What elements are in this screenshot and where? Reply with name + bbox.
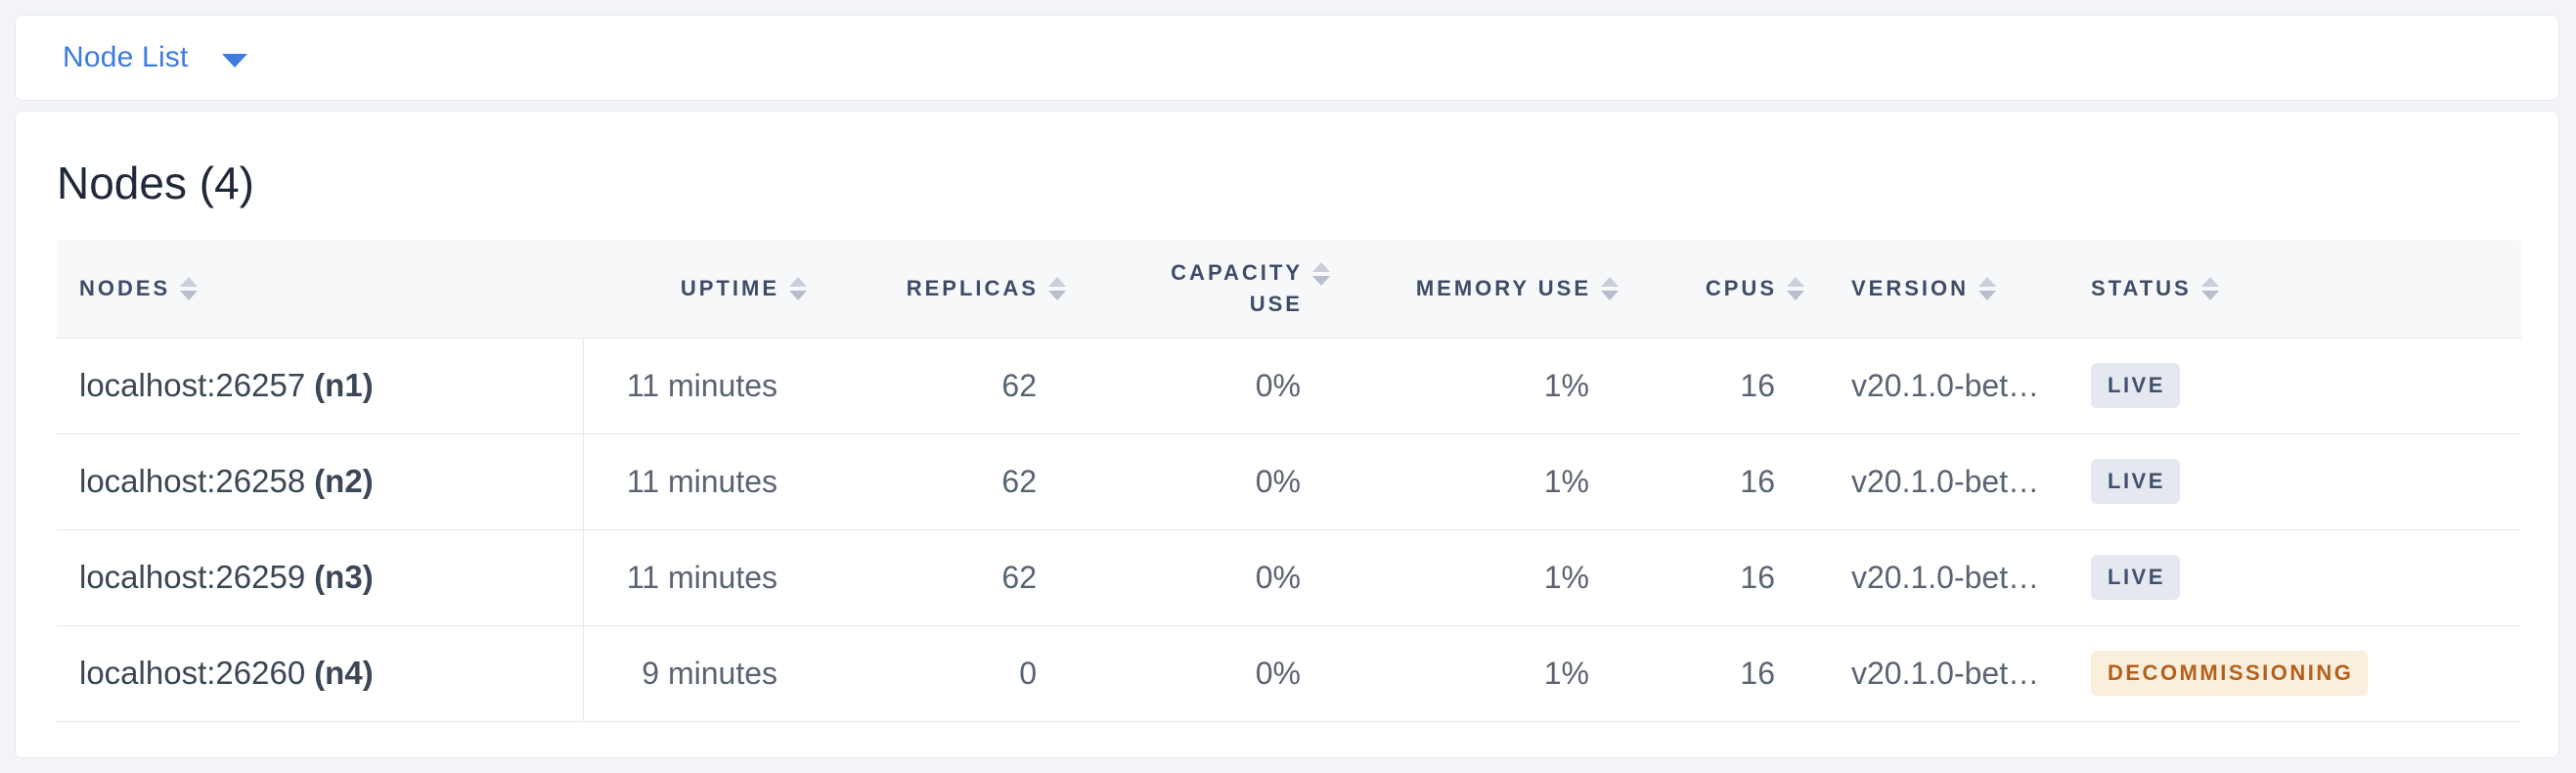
node-id: (n1) [314, 367, 374, 404]
memory-use-cell: 1% [1354, 624, 1642, 722]
node-address-cell[interactable]: localhost:26259 (n3) [57, 528, 584, 626]
cpus-cell: 16 [1642, 337, 1828, 434]
sort-icon [789, 276, 807, 300]
memory-use-cell: 1% [1354, 432, 1642, 530]
sort-desc-icon [1312, 275, 1330, 286]
sort-desc-icon [180, 290, 199, 300]
uptime-cell: 11 minutes [583, 337, 830, 434]
column-header-capacity-use[interactable]: CAPACITY USE [1089, 240, 1354, 339]
column-header-memory-use[interactable]: MEMORY USE [1354, 240, 1642, 339]
sort-desc-icon [1048, 290, 1066, 300]
replicas-cell: 62 [830, 432, 1089, 530]
sort-desc-icon [1601, 290, 1619, 300]
uptime-cell: 11 minutes [583, 432, 830, 530]
node-address-cell[interactable]: localhost:26260 (n4) [57, 624, 584, 722]
uptime-cell: 9 minutes [583, 624, 830, 722]
dropdown-caret-icon [221, 54, 247, 68]
version-cell: v20.1.0-bet… [1828, 337, 2067, 434]
sort-asc-icon [1312, 261, 1330, 272]
memory-use-cell: 1% [1354, 337, 1642, 434]
node-row: localhost:26258 (n2) 11 minutes 62 0% 1% … [57, 432, 2521, 530]
version-cell: v20.1.0-bet… [1828, 624, 2067, 722]
page-title: Nodes (4) [57, 158, 254, 208]
sort-desc-icon [1787, 290, 1804, 300]
capacity-use-cell: 0% [1089, 337, 1354, 434]
nodes-table: NODES UPTIME REPLICAS CAPACITY USE MEMOR… [57, 240, 2521, 722]
memory-use-cell: 1% [1354, 528, 1642, 626]
status-cell: LIVE [2067, 337, 2521, 434]
uptime-cell: 11 minutes [583, 528, 830, 626]
sort-asc-icon [1601, 276, 1619, 287]
cpus-cell: 16 [1642, 432, 1828, 530]
nodes-panel: Nodes (4) NODES UPTIME REPLICAS [15, 111, 2559, 758]
status-badge: LIVE [2091, 459, 2180, 505]
column-header-uptime[interactable]: UPTIME [583, 240, 830, 339]
column-header-nodes[interactable]: NODES [57, 240, 583, 339]
node-address-cell[interactable]: localhost:26257 (n1) [57, 337, 584, 434]
sort-desc-icon [789, 290, 807, 300]
capacity-use-cell: 0% [1089, 432, 1354, 530]
sort-asc-icon [789, 276, 807, 287]
cpus-cell: 16 [1642, 624, 1828, 722]
cpus-cell: 16 [1642, 528, 1828, 626]
view-selector-bar: Node List [15, 15, 2559, 101]
sort-icon [180, 276, 199, 300]
node-id: (n2) [314, 463, 374, 500]
node-id: (n3) [314, 559, 374, 596]
column-header-replicas[interactable]: REPLICAS [830, 240, 1089, 339]
status-badge: LIVE [2091, 555, 2180, 601]
version-cell: v20.1.0-bet… [1828, 528, 2067, 626]
sort-desc-icon [1978, 290, 1997, 300]
status-cell: LIVE [2067, 528, 2521, 626]
column-header-status[interactable]: STATUS [2067, 240, 2521, 339]
sort-icon [1048, 276, 1066, 300]
sort-icon [1312, 261, 1330, 286]
table-header-row: NODES UPTIME REPLICAS CAPACITY USE MEMOR… [57, 240, 2521, 339]
sort-asc-icon [1978, 276, 1997, 287]
sort-icon [2200, 276, 2219, 300]
sort-desc-icon [2200, 290, 2219, 300]
status-cell: DECOMMISSIONING [2067, 624, 2521, 722]
replicas-cell: 62 [830, 528, 1089, 626]
sort-icon [1787, 276, 1804, 300]
sort-asc-icon [1787, 276, 1804, 287]
view-mode-dropdown[interactable]: Node List [63, 41, 247, 74]
node-address-cell[interactable]: localhost:26258 (n2) [57, 432, 584, 530]
capacity-use-cell: 0% [1089, 624, 1354, 722]
capacity-use-cell: 0% [1089, 528, 1354, 626]
sort-icon [1978, 276, 1997, 300]
column-header-cpus[interactable]: CPUS [1642, 240, 1828, 339]
node-row: localhost:26259 (n3) 11 minutes 62 0% 1% … [57, 528, 2521, 626]
node-row: localhost:26260 (n4) 9 minutes 0 0% 1% 16… [57, 624, 2521, 722]
replicas-cell: 62 [830, 337, 1089, 434]
version-cell: v20.1.0-bet… [1828, 432, 2067, 530]
status-badge: DECOMMISSIONING [2091, 651, 2369, 697]
status-cell: LIVE [2067, 432, 2521, 530]
replicas-cell: 0 [830, 624, 1089, 722]
node-id: (n4) [314, 655, 374, 692]
sort-icon [1601, 276, 1619, 300]
sort-asc-icon [2200, 276, 2219, 287]
node-row: localhost:26257 (n1) 11 minutes 62 0% 1% … [57, 337, 2521, 434]
view-mode-label: Node List [63, 41, 189, 73]
column-header-version[interactable]: VERSION [1828, 240, 2067, 339]
sort-asc-icon [1048, 276, 1066, 287]
sort-asc-icon [180, 276, 199, 287]
status-badge: LIVE [2091, 363, 2180, 409]
